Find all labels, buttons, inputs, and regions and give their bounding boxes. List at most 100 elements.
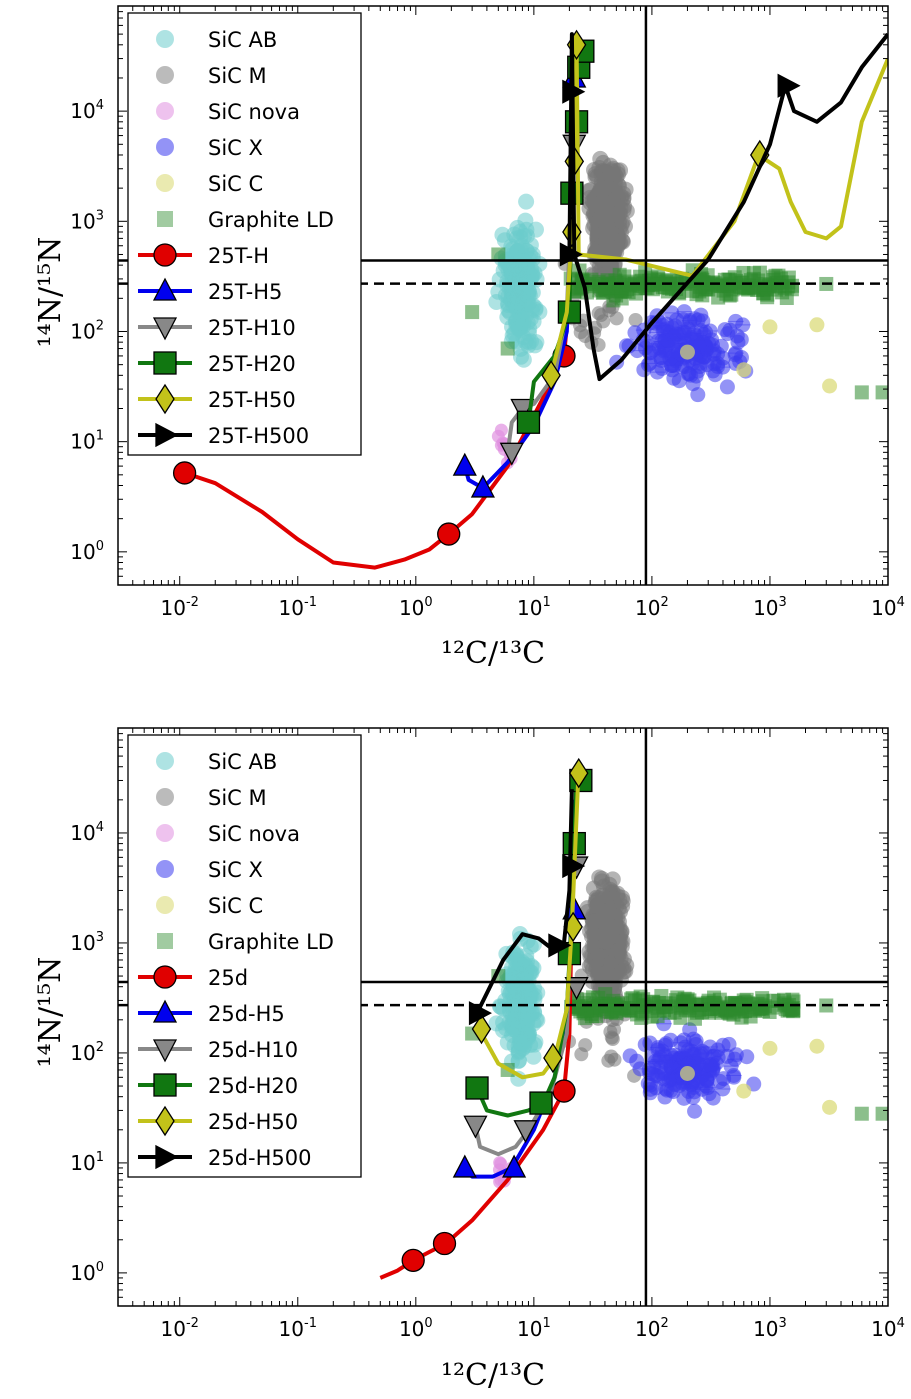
- data-point: [580, 183, 597, 200]
- data-point: [514, 277, 531, 294]
- series-25d: [379, 799, 577, 1280]
- y-tick-label: 100: [70, 539, 104, 564]
- data-point: [500, 341, 515, 356]
- data-point: [736, 1083, 752, 1099]
- y-tick-label: 100: [70, 1260, 104, 1285]
- data-point: [773, 271, 788, 286]
- series-marker: [153, 351, 177, 375]
- tick-exponent: 3: [96, 930, 104, 945]
- y-tick-label: 104: [70, 98, 104, 123]
- data-point: [699, 1073, 715, 1089]
- data-point: [623, 1003, 638, 1018]
- legend-swatch: [156, 174, 174, 192]
- series-marker: [470, 474, 495, 498]
- series-marker: [552, 1079, 576, 1103]
- data-point: [679, 344, 695, 360]
- data-point: [728, 1047, 744, 1063]
- points-sic-m: [580, 150, 635, 295]
- data-point: [675, 312, 691, 328]
- data-point: [588, 892, 605, 909]
- series-marker: [155, 1105, 175, 1137]
- data-point: [729, 328, 745, 344]
- data-point: [513, 237, 530, 254]
- data-point: [710, 1050, 726, 1066]
- y-tick-label: 101: [70, 1150, 104, 1175]
- legend-swatch: [156, 138, 174, 156]
- tick-exponent: 4: [897, 595, 905, 610]
- legend-label: SiC nova: [208, 822, 300, 846]
- data-point: [705, 1090, 721, 1106]
- x-tick-label: 103: [753, 1316, 787, 1341]
- y-tick-label: 101: [70, 429, 104, 454]
- data-point: [752, 265, 767, 280]
- data-point: [647, 1054, 663, 1070]
- data-point: [760, 287, 775, 302]
- tick-exponent: -2: [186, 595, 199, 610]
- tick-exponent: 3: [96, 208, 104, 223]
- series-marker: [543, 1042, 563, 1074]
- data-point: [645, 995, 660, 1010]
- series-marker: [152, 1039, 178, 1063]
- tick-exponent: 0: [424, 1316, 432, 1331]
- data-point: [691, 338, 707, 354]
- data-point: [621, 338, 637, 354]
- data-point: [491, 271, 508, 288]
- legend-label: 25d-H20: [208, 1074, 298, 1098]
- chart-panel-2: 10-2 10-1 100 101 102 103 104100101102103104¹²…: [33, 727, 905, 1393]
- legend-swatch: [156, 824, 174, 842]
- data-point: [688, 1033, 704, 1049]
- x-tick-label: 10-1: [279, 595, 317, 620]
- x-tick-label: 101: [517, 1316, 551, 1341]
- data-point: [596, 206, 613, 223]
- series-marker: [172, 461, 197, 485]
- data-point: [640, 357, 656, 373]
- points-sic-ab: [488, 925, 546, 1087]
- data-point: [506, 970, 523, 987]
- series-marker: [468, 1001, 492, 1026]
- x-tick-label: 100: [399, 1316, 433, 1341]
- x-tick-label: 100: [399, 595, 433, 620]
- data-point: [687, 1103, 703, 1119]
- legend-label: 25d-H10: [208, 1038, 298, 1062]
- data-point: [603, 955, 618, 970]
- data-point: [578, 329, 593, 344]
- data-point: [714, 278, 729, 293]
- data-point: [573, 1004, 588, 1019]
- data-point: [596, 180, 613, 197]
- data-point: [518, 193, 535, 210]
- series-marker: [155, 383, 175, 415]
- data-point: [710, 356, 726, 372]
- tick-exponent: 2: [96, 1040, 104, 1055]
- tick-exponent: 3: [779, 1316, 787, 1331]
- series-marker: [568, 757, 589, 789]
- series-marker: [562, 853, 586, 879]
- legend: SiC AB SiC M SiC nova SiC X SiC C Graphite LD…: [127, 12, 362, 456]
- legend-swatch: [157, 211, 173, 227]
- series-marker: [548, 933, 572, 958]
- tick-exponent: -1: [304, 595, 317, 610]
- series-marker: [432, 1231, 457, 1256]
- data-point: [523, 958, 540, 975]
- tick-exponent: 0: [96, 539, 104, 554]
- legend-label: SiC M: [208, 64, 267, 88]
- series-marker: [152, 317, 178, 341]
- data-point: [614, 951, 629, 966]
- data-point: [786, 1004, 801, 1019]
- tick-exponent: 3: [779, 595, 787, 610]
- series-marker: [437, 522, 461, 546]
- series-marker: [499, 442, 524, 466]
- data-point: [785, 992, 800, 1007]
- tick-exponent: 4: [96, 820, 104, 835]
- x-tick-label: 10-2: [161, 595, 199, 620]
- data-point: [602, 166, 619, 183]
- data-point: [685, 283, 700, 298]
- legend-label: 25T-H500: [208, 424, 309, 448]
- x-tick-label: 103: [753, 595, 787, 620]
- tick-exponent: 2: [96, 318, 104, 333]
- x-tick-label: 102: [635, 1316, 669, 1341]
- chart-panel-1: 10-2 10-1 100 101 102 103 104100101102103104¹²…: [33, 5, 905, 671]
- legend-label: 25d-H5: [208, 1002, 285, 1026]
- x-tick-label: 101: [517, 595, 551, 620]
- legend-swatch: [156, 102, 174, 120]
- data-point: [822, 378, 838, 394]
